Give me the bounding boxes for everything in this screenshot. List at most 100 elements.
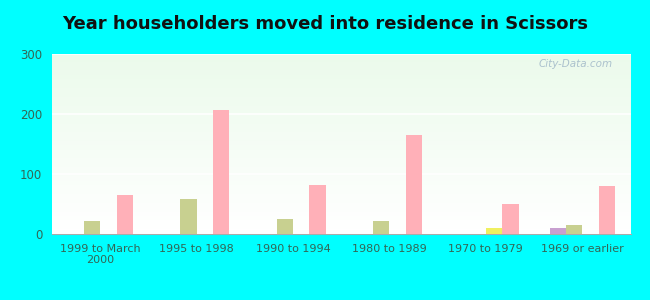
Bar bbox=[52, 192, 630, 193]
Bar bbox=[52, 117, 630, 118]
Bar bbox=[52, 219, 630, 220]
Bar bbox=[52, 141, 630, 142]
Bar bbox=[52, 73, 630, 74]
Bar bbox=[52, 85, 630, 86]
Bar bbox=[52, 128, 630, 129]
Bar bbox=[52, 229, 630, 230]
Bar bbox=[52, 61, 630, 62]
Bar bbox=[52, 54, 630, 55]
Bar bbox=[52, 165, 630, 166]
Bar bbox=[52, 201, 630, 202]
Bar bbox=[52, 193, 630, 194]
Bar bbox=[52, 80, 630, 81]
Bar bbox=[52, 212, 630, 213]
Bar bbox=[52, 88, 630, 89]
Bar bbox=[52, 98, 630, 99]
Bar bbox=[52, 78, 630, 79]
Bar bbox=[52, 68, 630, 69]
Bar bbox=[52, 89, 630, 90]
Bar bbox=[52, 179, 630, 180]
Bar bbox=[52, 157, 630, 158]
Bar bbox=[52, 111, 630, 112]
Bar bbox=[52, 164, 630, 165]
Bar bbox=[52, 56, 630, 57]
Bar bbox=[52, 94, 630, 95]
Bar bbox=[52, 91, 630, 92]
Bar bbox=[52, 218, 630, 219]
Bar bbox=[52, 70, 630, 71]
Bar bbox=[52, 178, 630, 179]
Bar bbox=[52, 191, 630, 192]
Bar bbox=[52, 203, 630, 204]
Bar bbox=[52, 170, 630, 171]
Bar bbox=[52, 198, 630, 199]
Bar bbox=[52, 174, 630, 175]
Bar bbox=[52, 84, 630, 85]
Bar bbox=[52, 95, 630, 96]
Bar bbox=[52, 209, 630, 210]
Bar bbox=[52, 156, 630, 157]
Bar bbox=[52, 152, 630, 153]
Bar bbox=[52, 97, 630, 98]
Bar bbox=[180, 199, 196, 234]
Text: City-Data.com: City-Data.com bbox=[539, 59, 613, 69]
Bar bbox=[52, 105, 630, 106]
Text: Year householders moved into residence in Scissors: Year householders moved into residence i… bbox=[62, 15, 588, 33]
Bar bbox=[52, 199, 630, 200]
Bar bbox=[52, 71, 630, 72]
Bar bbox=[52, 169, 630, 170]
Bar bbox=[52, 120, 630, 121]
Bar bbox=[52, 149, 630, 150]
Bar bbox=[52, 231, 630, 232]
Bar bbox=[52, 131, 630, 132]
Bar bbox=[52, 173, 630, 174]
Bar bbox=[52, 146, 630, 147]
Bar bbox=[52, 159, 630, 160]
Bar bbox=[52, 115, 630, 116]
Bar bbox=[52, 145, 630, 146]
Bar bbox=[52, 196, 630, 197]
Bar bbox=[486, 228, 502, 234]
Bar bbox=[52, 188, 630, 189]
Bar bbox=[52, 154, 630, 155]
Bar bbox=[52, 176, 630, 177]
Bar bbox=[52, 211, 630, 212]
Bar bbox=[52, 217, 630, 218]
Bar bbox=[52, 66, 630, 67]
Bar bbox=[52, 77, 630, 78]
Bar bbox=[52, 182, 630, 183]
Bar bbox=[502, 204, 519, 234]
Bar bbox=[52, 122, 630, 123]
Bar bbox=[52, 134, 630, 135]
Bar bbox=[52, 140, 630, 141]
Bar bbox=[52, 160, 630, 161]
Bar bbox=[52, 65, 630, 66]
Bar bbox=[52, 81, 630, 82]
Bar bbox=[52, 224, 630, 225]
Bar bbox=[52, 76, 630, 77]
Bar bbox=[52, 225, 630, 226]
Bar bbox=[52, 133, 630, 134]
Bar bbox=[52, 202, 630, 203]
Bar bbox=[52, 221, 630, 222]
Bar bbox=[52, 114, 630, 115]
Bar bbox=[52, 63, 630, 64]
Bar bbox=[52, 62, 630, 63]
Bar bbox=[309, 185, 326, 234]
Bar bbox=[52, 197, 630, 198]
Bar bbox=[52, 100, 630, 101]
Bar bbox=[52, 57, 630, 58]
Bar bbox=[52, 127, 630, 128]
Bar bbox=[52, 75, 630, 76]
Bar bbox=[52, 119, 630, 120]
Bar bbox=[52, 155, 630, 156]
Bar bbox=[52, 102, 630, 103]
Bar bbox=[52, 180, 630, 181]
Bar bbox=[52, 222, 630, 223]
Bar bbox=[52, 216, 630, 217]
Bar bbox=[52, 206, 630, 207]
Bar bbox=[52, 172, 630, 173]
Bar bbox=[52, 207, 630, 208]
Bar bbox=[52, 185, 630, 186]
Bar bbox=[52, 106, 630, 107]
